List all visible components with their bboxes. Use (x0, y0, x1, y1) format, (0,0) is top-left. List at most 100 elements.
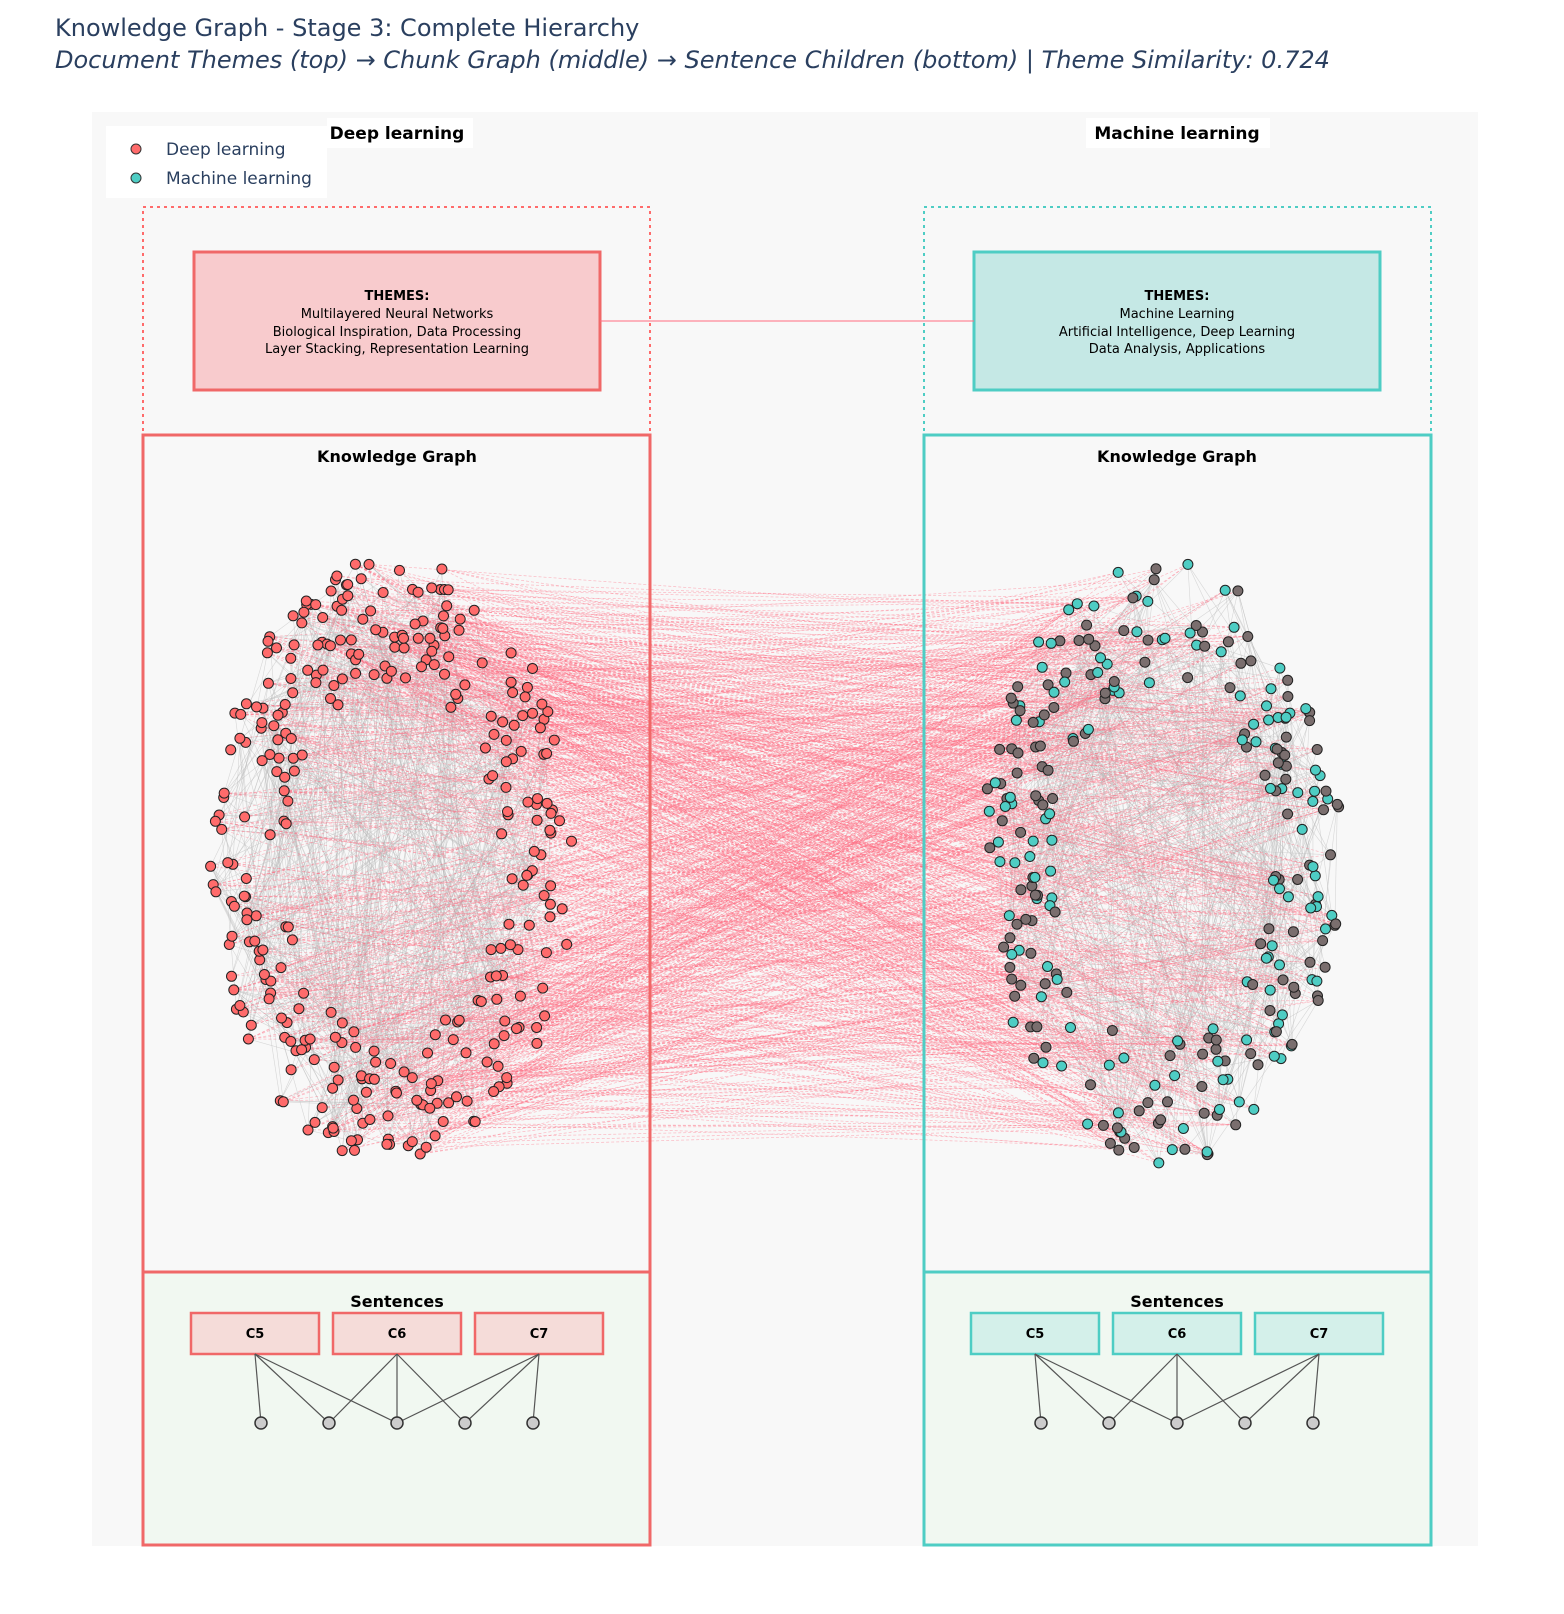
chunk-node (500, 781, 512, 793)
chunk-node (348, 1094, 359, 1106)
chunk-node (426, 645, 438, 657)
sentence-node (390, 1416, 404, 1430)
chunk-node (1111, 1122, 1123, 1134)
chunk-node (242, 1033, 254, 1045)
chunk-node (492, 1060, 504, 1072)
sentence-node (526, 1416, 540, 1430)
chunk-node (1312, 891, 1324, 903)
chunk-node (336, 1017, 348, 1029)
chunk-node (442, 584, 454, 596)
chunk-node (1252, 1059, 1264, 1071)
chunk-node (329, 1031, 341, 1043)
chunk-node (1263, 714, 1275, 726)
chunk-node (521, 869, 533, 881)
intra-edge (506, 711, 549, 1078)
chunk-node (1234, 690, 1246, 702)
chunk-node (502, 806, 513, 818)
chunk-node (1007, 1016, 1019, 1028)
chunk-node (1127, 592, 1139, 604)
chunk-node (496, 828, 508, 840)
chunk-node (437, 1116, 449, 1127)
intra-edge (304, 694, 456, 1041)
chunk-node (1287, 926, 1299, 938)
chunk-node (1113, 1144, 1125, 1156)
intra-edge (351, 639, 486, 749)
chunk-node (1230, 1119, 1242, 1131)
chunk-node (1179, 1143, 1191, 1155)
chunk-node (262, 677, 274, 689)
chunk-node (286, 934, 298, 946)
chunk-node (1212, 1055, 1224, 1067)
chunk-node (1219, 584, 1231, 596)
sentence-node (1034, 1416, 1048, 1430)
intra-edge (232, 738, 241, 865)
chunk-node (538, 890, 550, 901)
chunk-node (1169, 1070, 1181, 1082)
chunk-node (1142, 634, 1154, 646)
intra-edge (269, 632, 383, 637)
sentence-node (458, 1416, 472, 1430)
knowledge-graph-label: Knowledge Graph (317, 447, 477, 466)
chunk-node (491, 993, 503, 1005)
chunk-node (256, 755, 268, 767)
chunk-node (1036, 661, 1048, 673)
chunk-node (984, 842, 996, 854)
intra-edge (291, 738, 304, 994)
chunk-node (1004, 791, 1016, 803)
chunk-node (298, 987, 310, 999)
chunk-node (1201, 1146, 1213, 1158)
chunk-node (1241, 1034, 1253, 1046)
chunk-node (245, 1019, 257, 1031)
chunk-node (443, 651, 455, 663)
chunk-node (1059, 676, 1071, 688)
intra-edge (280, 1021, 458, 1101)
chunk-node (1010, 714, 1022, 726)
chunk-node (1015, 826, 1027, 838)
chunk-node (368, 669, 380, 681)
chunk-node (355, 573, 367, 585)
chunk-node (1142, 595, 1154, 607)
intra-edge (431, 587, 488, 1063)
chunk-node (1029, 889, 1041, 901)
chunk-node (1148, 574, 1160, 586)
chunk-node (499, 1015, 511, 1027)
chunk-node (437, 622, 449, 634)
chunk-node (1034, 740, 1046, 752)
chunk-node (345, 1135, 357, 1147)
chunk-node (225, 744, 237, 756)
intra-edge (356, 592, 384, 1109)
sentence-node (322, 1416, 336, 1430)
chart-title: Knowledge Graph - Stage 3: Complete Hier… (55, 14, 640, 42)
chunk-node (226, 970, 237, 982)
chunk-node (1215, 646, 1227, 658)
chunk-node (1133, 1105, 1145, 1117)
chunk-node (349, 1144, 360, 1156)
chunk-node (264, 829, 276, 841)
chunk-node (1060, 667, 1072, 679)
chunk-node (468, 604, 480, 616)
chunk-node (1182, 558, 1194, 570)
chunk-node (1280, 711, 1292, 723)
intra-edge (466, 1061, 488, 1102)
chunk-node (391, 1087, 402, 1099)
chunk-node (1153, 1157, 1165, 1169)
chunk-node (381, 1138, 393, 1150)
sentences-label: Sentences (1130, 1292, 1224, 1311)
intra-edge (233, 989, 335, 1068)
chunk-node (398, 1066, 410, 1078)
chunk-node (522, 796, 534, 808)
chunk-node (1245, 655, 1257, 667)
chunk-node (438, 610, 449, 622)
chunk-label: C5 (1026, 1327, 1045, 1342)
themes-line: Data Analysis, Applications (1089, 342, 1266, 357)
chunk-node (1037, 1057, 1049, 1069)
intra-edge (355, 659, 375, 1052)
intra-edge (417, 591, 444, 617)
chunk-node (273, 752, 285, 764)
chunk-node (335, 634, 346, 646)
intra-edge (458, 630, 528, 688)
chunk-node (234, 732, 246, 744)
chunk-node (485, 944, 497, 956)
chunk-node (240, 873, 252, 884)
chunk-node (424, 632, 436, 644)
